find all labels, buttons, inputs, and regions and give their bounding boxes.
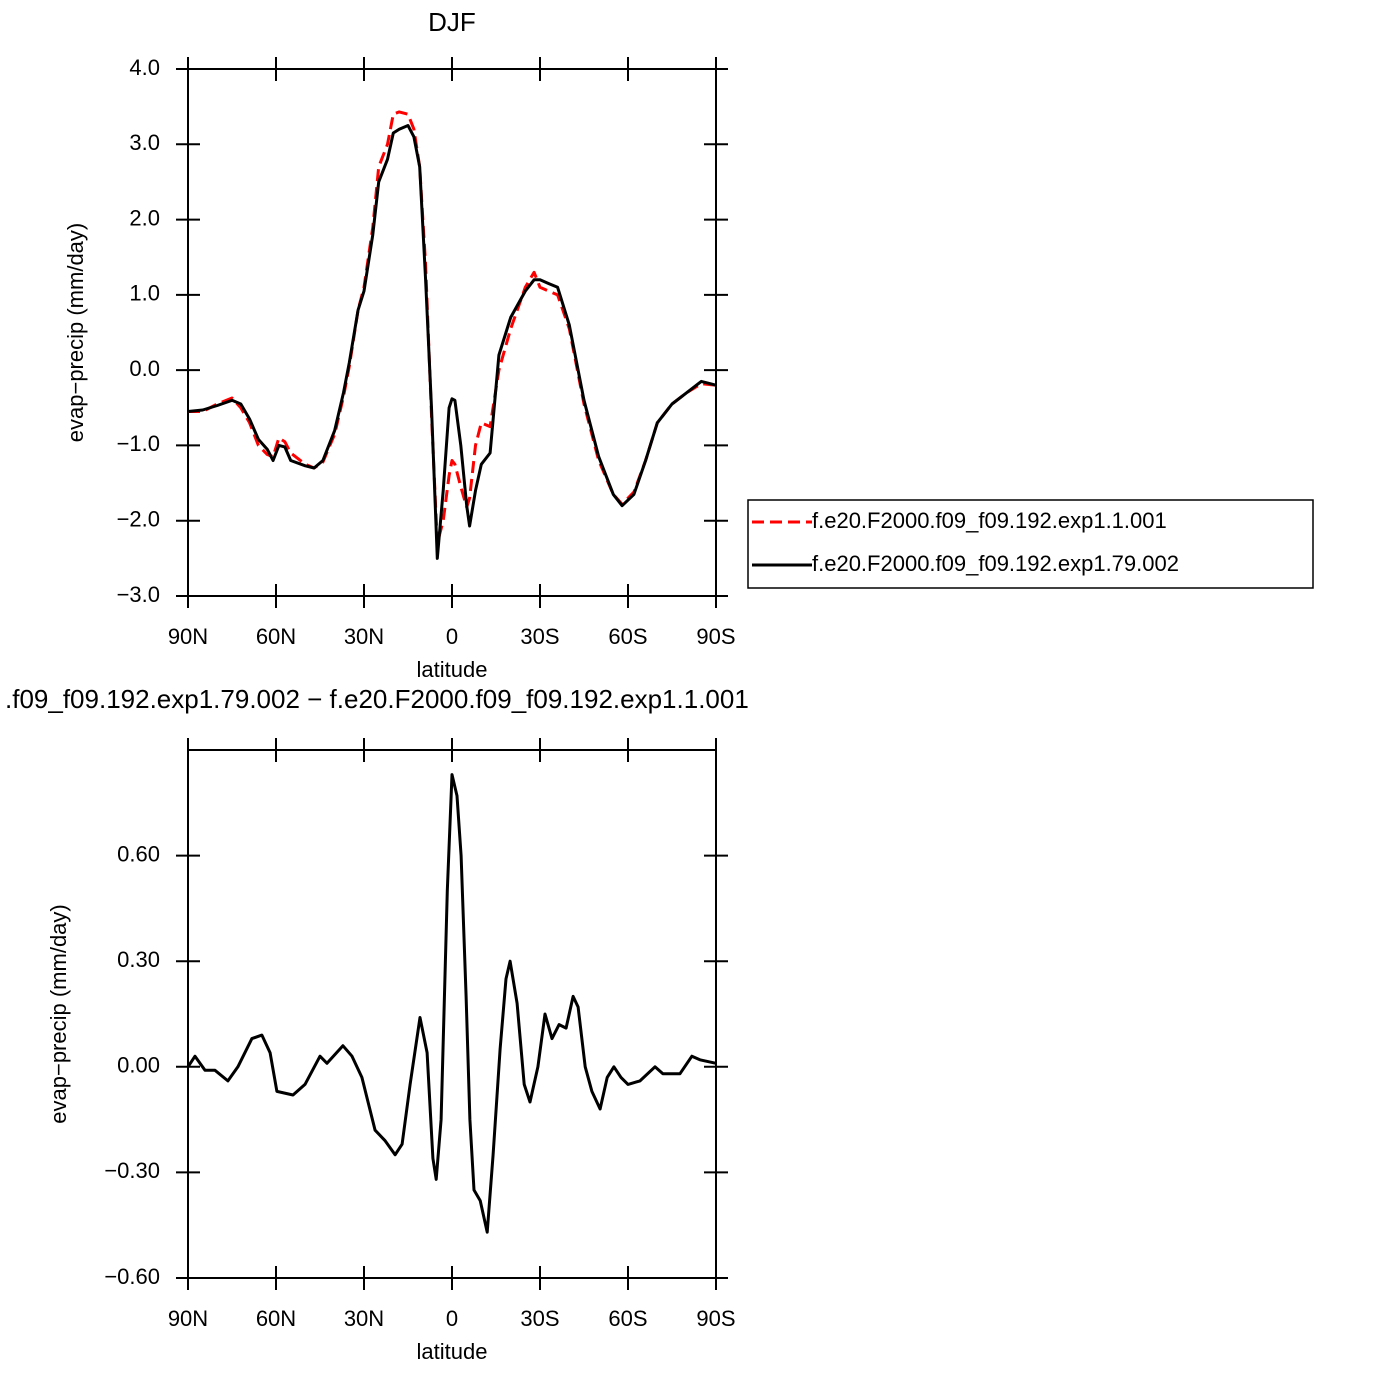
- plot-frame: [187, 749, 717, 1279]
- y-tick-label: 4.0: [129, 55, 160, 80]
- x-tick-label: 30S: [520, 624, 559, 649]
- plot-frame: [187, 68, 717, 597]
- y-tick-label: 2.0: [129, 205, 160, 230]
- y-tick-label: 0.00: [117, 1053, 160, 1078]
- y-tick-label: 0.0: [129, 356, 160, 381]
- chart-title: DJF: [428, 7, 476, 37]
- chart-title: .f09_f09.192.exp1.79.002 − f.e20.F2000.f…: [5, 684, 749, 714]
- y-tick-label: 3.0: [129, 130, 160, 155]
- y-axis-label: evap−precip (mm/day): [63, 223, 88, 442]
- data-line: [188, 110, 717, 545]
- legend-label: f.e20.F2000.f09_f09.192.exp1.79.002: [812, 551, 1179, 576]
- x-tick-label: 60S: [608, 1306, 647, 1331]
- x-tick-label: 60S: [608, 624, 647, 649]
- y-tick-label: −0.30: [104, 1158, 160, 1183]
- y-tick-label: −2.0: [117, 507, 160, 532]
- y-axis-label: evap−precip (mm/day): [46, 904, 71, 1123]
- y-tick-label: 1.0: [129, 281, 160, 306]
- x-tick-label: 30S: [520, 1306, 559, 1331]
- x-tick-label: 30N: [344, 624, 384, 649]
- x-tick-label: 90N: [168, 1306, 208, 1331]
- x-axis-label: latitude: [417, 657, 488, 682]
- x-tick-label: 90S: [696, 1306, 735, 1331]
- y-tick-label: −3.0: [117, 582, 160, 607]
- data-line: [187, 124, 717, 560]
- legend-label: f.e20.F2000.f09_f09.192.exp1.1.001: [812, 508, 1167, 533]
- x-tick-label: 30N: [344, 1306, 384, 1331]
- y-tick-label: 0.60: [117, 841, 160, 866]
- x-tick-label: 0: [446, 1306, 458, 1331]
- x-tick-label: 60N: [256, 624, 296, 649]
- x-tick-label: 90N: [168, 624, 208, 649]
- y-tick-label: 0.30: [117, 947, 160, 972]
- x-tick-label: 90S: [696, 624, 735, 649]
- x-axis-label: latitude: [417, 1339, 488, 1364]
- legend-box: [747, 499, 1314, 589]
- x-tick-label: 60N: [256, 1306, 296, 1331]
- y-tick-label: −0.60: [104, 1264, 160, 1289]
- data-line: [186, 773, 717, 1234]
- y-tick-label: −1.0: [117, 431, 160, 456]
- x-tick-label: 0: [446, 624, 458, 649]
